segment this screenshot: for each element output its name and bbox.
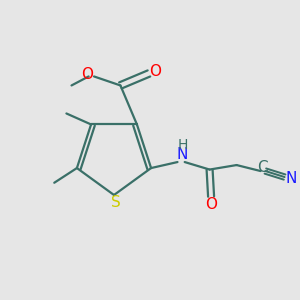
Text: O: O — [81, 68, 93, 82]
Text: S: S — [111, 195, 120, 210]
Text: O: O — [205, 196, 217, 211]
Text: H: H — [177, 138, 188, 152]
Text: N: N — [286, 171, 297, 186]
Text: N: N — [177, 147, 188, 162]
Text: C: C — [257, 160, 268, 175]
Text: O: O — [149, 64, 161, 80]
